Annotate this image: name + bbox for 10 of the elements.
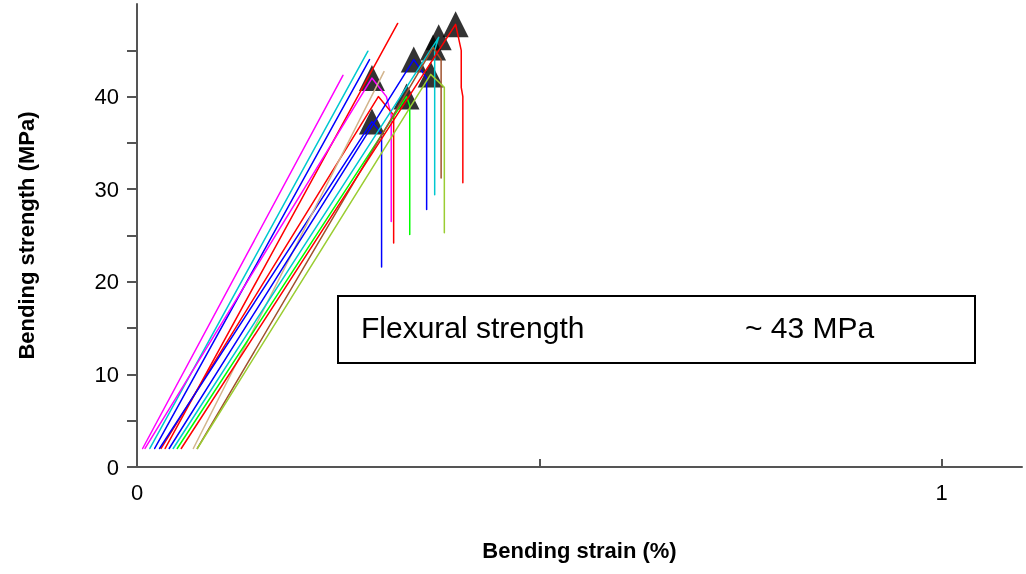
y-tick-label: 40 [94, 84, 119, 110]
x-tick-label: 1 [935, 479, 948, 505]
y-tick-label: 30 [94, 176, 119, 202]
y-axis-title: Bending strength (MPa) [13, 111, 39, 360]
y-tick-label: 20 [94, 269, 119, 295]
y-tick-label: 0 [106, 454, 119, 480]
annotation: Flexural strength [361, 311, 585, 345]
x-axis-title: Bending strain (%) [482, 537, 677, 563]
y-tick-label: 10 [94, 361, 119, 387]
annotation: ~ 43 MPa [745, 311, 875, 345]
